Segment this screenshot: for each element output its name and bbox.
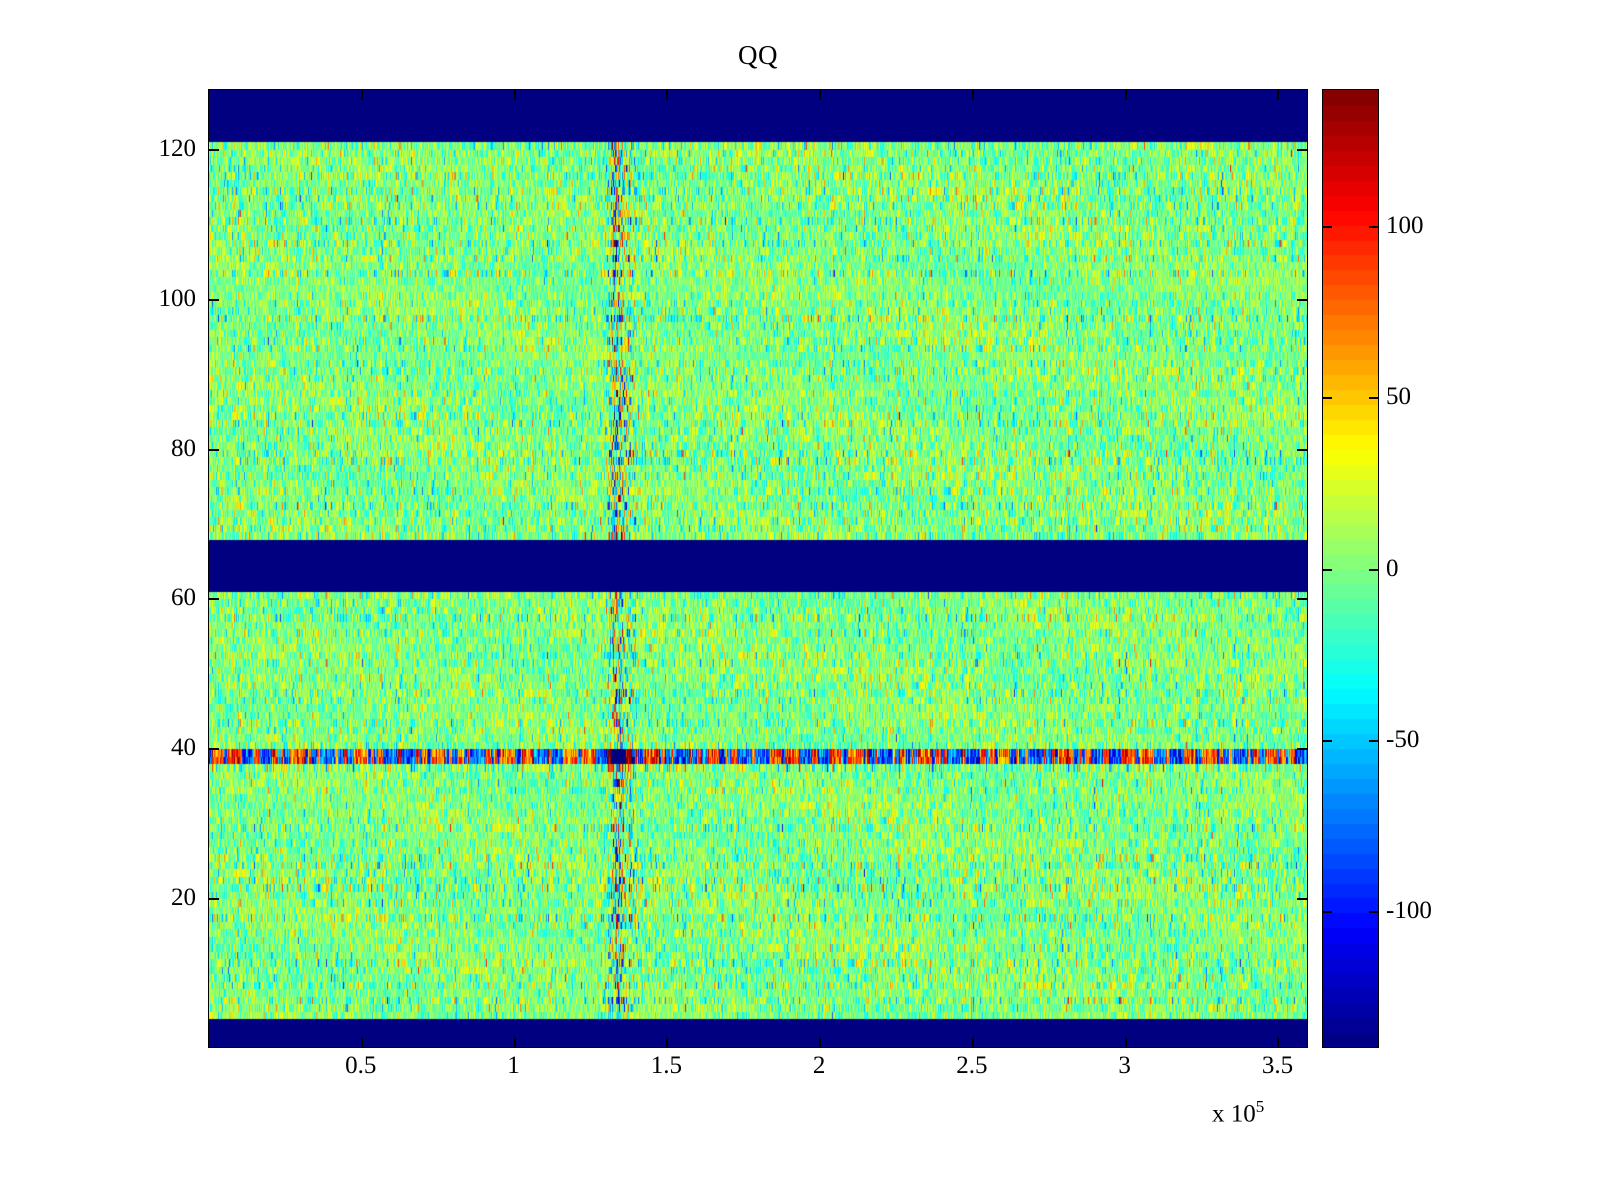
- y-tick-mark: [208, 598, 219, 601]
- x-tick-mark-top: [819, 89, 822, 100]
- x-tick-mark-top: [1277, 89, 1280, 100]
- x-tick-mark: [819, 1037, 822, 1048]
- colorbar-tick-mark: [1322, 911, 1332, 913]
- x-tick-mark: [971, 1037, 974, 1048]
- x-axis-exponent-label: x 105: [1212, 1097, 1264, 1128]
- x-tick-mark: [1277, 1037, 1280, 1048]
- y-tick-label: 100: [158, 284, 197, 312]
- colorbar-tick-label: -50: [1386, 725, 1420, 753]
- x-axis-exponent-base: x 10: [1212, 1100, 1256, 1128]
- x-tick-label: 3.5: [1261, 1052, 1294, 1079]
- y-tick-label: 20: [171, 884, 196, 912]
- colorbar-tick-mark-right: [1369, 226, 1379, 228]
- x-tick-label: 2.5: [956, 1052, 988, 1079]
- colorbar-tick-mark: [1322, 739, 1332, 742]
- y-tick-mark: [208, 148, 219, 151]
- x-tick-mark: [513, 1037, 516, 1048]
- colorbar-tick-label: -100: [1386, 897, 1432, 924]
- x-tick-mark-top: [1124, 89, 1127, 100]
- y-tick-mark-right: [1297, 898, 1308, 901]
- x-tick-label: 1: [507, 1052, 520, 1079]
- y-tick-mark: [208, 298, 219, 301]
- y-tick-mark: [208, 898, 219, 901]
- colorbar-tick-mark-right: [1369, 397, 1379, 400]
- y-tick-mark-right: [1297, 748, 1308, 751]
- y-tick-mark: [208, 748, 219, 751]
- colorbar-tick-mark: [1322, 226, 1332, 228]
- x-tick-label: 2: [812, 1052, 826, 1079]
- colorbar-tick-label: 100: [1386, 212, 1424, 239]
- y-tick-mark: [208, 448, 219, 451]
- colorbar-tick-mark-right: [1369, 739, 1379, 742]
- y-tick-label: 120: [158, 134, 197, 162]
- x-tick-mark-top: [666, 89, 669, 100]
- colorbar-tick-label: 50: [1386, 383, 1411, 411]
- colorbar-tick-label: 0: [1386, 554, 1399, 582]
- x-tick-label: 1.5: [650, 1052, 682, 1079]
- x-tick-mark: [1124, 1037, 1127, 1048]
- x-tick-mark-top: [513, 89, 516, 100]
- x-tick-mark: [666, 1037, 669, 1048]
- x-tick-label: 0.5: [345, 1052, 377, 1079]
- colorbar-gradient: [1323, 90, 1378, 1047]
- x-tick-label: 3: [1118, 1052, 1131, 1079]
- colorbar-tick-mark-right: [1369, 568, 1379, 571]
- y-tick-label: 40: [171, 734, 196, 762]
- y-tick-mark-right: [1297, 298, 1308, 301]
- y-tick-mark-right: [1297, 598, 1308, 601]
- y-tick-mark-right: [1297, 148, 1308, 151]
- x-tick-mark-top: [360, 89, 363, 100]
- y-tick-label: 80: [171, 434, 196, 462]
- colorbar-tick-mark-right: [1369, 911, 1379, 913]
- y-tick-mark-right: [1297, 448, 1308, 451]
- y-tick-label: 60: [171, 584, 196, 612]
- x-tick-mark: [360, 1037, 363, 1048]
- heatmap-image: [209, 90, 1307, 1047]
- page-title: QQ: [738, 40, 778, 70]
- x-tick-mark-top: [971, 89, 974, 100]
- colorbar-tick-mark: [1322, 397, 1332, 400]
- heatmap-axes[interactable]: [208, 89, 1308, 1048]
- colorbar-tick-mark: [1322, 568, 1332, 571]
- x-axis-exponent-power: 5: [1255, 1097, 1265, 1116]
